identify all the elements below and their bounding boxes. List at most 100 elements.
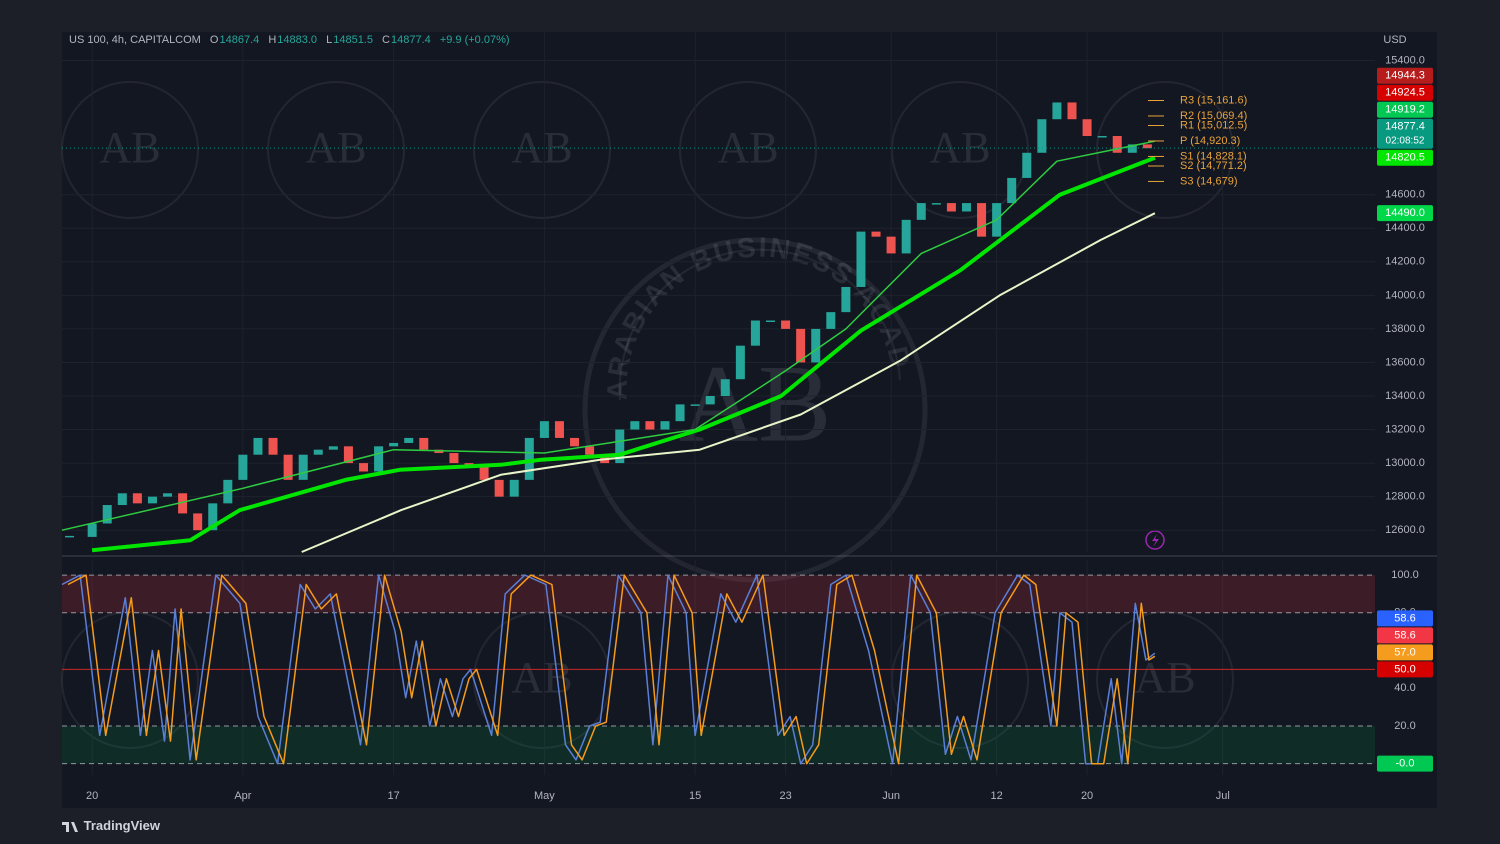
candle	[1097, 136, 1107, 138]
series-line	[301, 212, 1156, 553]
candle	[781, 320, 791, 329]
price-badge-label: 14877.4	[1385, 121, 1425, 133]
price-badge-label: 14820.5	[1385, 152, 1425, 164]
ohlc-key: O	[209, 34, 219, 46]
price-badge	[1377, 644, 1433, 661]
watermark-logo: AB	[305, 123, 366, 172]
watermark-logo: AB	[511, 653, 572, 702]
price-badge-label: 14944.3	[1385, 70, 1425, 82]
watermark-ring	[679, 81, 817, 219]
price-badge	[1377, 84, 1433, 101]
pane: R3 (15,161.6) R2 (15,069.4)R1 (15,012.5) P…	[61, 32, 1375, 553]
candle	[1112, 136, 1122, 153]
x-tick-label: 23	[779, 790, 791, 802]
candle	[358, 463, 368, 472]
watermark-ring	[1096, 611, 1234, 749]
candle	[1082, 119, 1092, 136]
x-tick-label: 12	[991, 790, 1003, 802]
candle	[65, 535, 75, 538]
candle	[117, 493, 127, 506]
currency: USD	[1383, 34, 1406, 46]
candle	[147, 496, 157, 504]
x-tick-label: May	[534, 790, 555, 802]
x-tick-label: Jul	[1216, 790, 1230, 802]
watermark-ring	[267, 81, 405, 219]
y-tick-label: 14400.0	[1385, 222, 1425, 234]
candle	[404, 437, 414, 443]
y-tick-label: 13600.0	[1385, 356, 1425, 368]
candle	[1022, 152, 1032, 178]
price-badge	[1377, 205, 1433, 222]
watermark-ring	[61, 611, 199, 749]
candle	[1067, 102, 1077, 120]
y-tick-label: 14600.0	[1385, 189, 1425, 201]
candle	[1037, 119, 1047, 153]
candle	[931, 203, 941, 205]
candle	[102, 505, 112, 524]
candle	[750, 320, 760, 346]
series-line	[61, 140, 1156, 531]
price-badge	[1377, 118, 1433, 149]
y-tick-label: 15400.0	[1385, 54, 1425, 66]
candle	[343, 446, 353, 464]
candle	[298, 454, 308, 480]
y-tick-label: 13200.0	[1385, 423, 1425, 435]
chart-background	[62, 32, 1437, 808]
candle	[193, 513, 203, 531]
candle	[977, 203, 987, 237]
x-tick-label: 17	[388, 790, 400, 802]
ohlc-key: C	[382, 34, 390, 46]
candle	[524, 437, 534, 480]
ohlc-value: 14877.4	[391, 34, 431, 46]
oversold-band	[62, 725, 1375, 764]
price-badge	[1377, 149, 1433, 166]
watermark-logo: AB	[1134, 653, 1195, 702]
candle	[238, 454, 248, 480]
ohlc-key: L	[326, 34, 333, 46]
price-badge	[1377, 610, 1433, 627]
y-tick-label: 13800.0	[1385, 323, 1425, 335]
candle	[283, 454, 293, 480]
candle	[313, 449, 323, 455]
pivot-label: P (14,920.3)	[1180, 135, 1240, 147]
y-tick-label: 100.0	[1391, 569, 1419, 581]
candle	[494, 479, 504, 497]
pane	[61, 560, 1375, 775]
pivot-label: R3 (15,161.6)	[1180, 94, 1247, 106]
candle	[660, 421, 670, 430]
x-tick-label: 15	[689, 790, 701, 802]
ohlc-value: 14883.0	[277, 34, 318, 46]
alert-icon-bolt	[1152, 534, 1159, 547]
alert-icon[interactable]	[1145, 530, 1165, 550]
legend-header: US 100, 4h, CAPITALCOM O14867.4 H14883.0…	[69, 34, 516, 46]
candle	[901, 219, 911, 254]
x-tick-label: Apr	[234, 790, 251, 802]
candle	[509, 479, 519, 497]
candle	[645, 421, 655, 430]
candle	[630, 421, 640, 430]
series-line	[61, 574, 1156, 765]
watermark-ring	[61, 81, 199, 219]
candle	[766, 320, 776, 323]
watermark-logo: AB	[99, 123, 160, 172]
price-badge	[1377, 67, 1433, 84]
candle	[615, 429, 625, 464]
y-tick-label: 14000.0	[1385, 289, 1425, 301]
price-badge-label: 14490.0	[1385, 207, 1425, 219]
y-tick-label: 13000.0	[1385, 457, 1425, 469]
watermark-ring	[891, 611, 1029, 749]
candle	[675, 404, 685, 422]
price-badge-label: -0.0	[1396, 758, 1415, 770]
pivot-label: S3 (14,679)	[1180, 175, 1237, 187]
candle	[389, 442, 399, 447]
watermark-logo: AB	[929, 123, 990, 172]
candle	[856, 231, 866, 287]
series-line	[67, 574, 1156, 765]
candle	[585, 446, 595, 455]
candle	[705, 396, 715, 405]
candle	[946, 203, 956, 212]
price-badge-label: 58.6	[1394, 629, 1415, 641]
pivot-label: R2 (15,069.4)	[1180, 110, 1247, 122]
candle	[886, 236, 896, 254]
